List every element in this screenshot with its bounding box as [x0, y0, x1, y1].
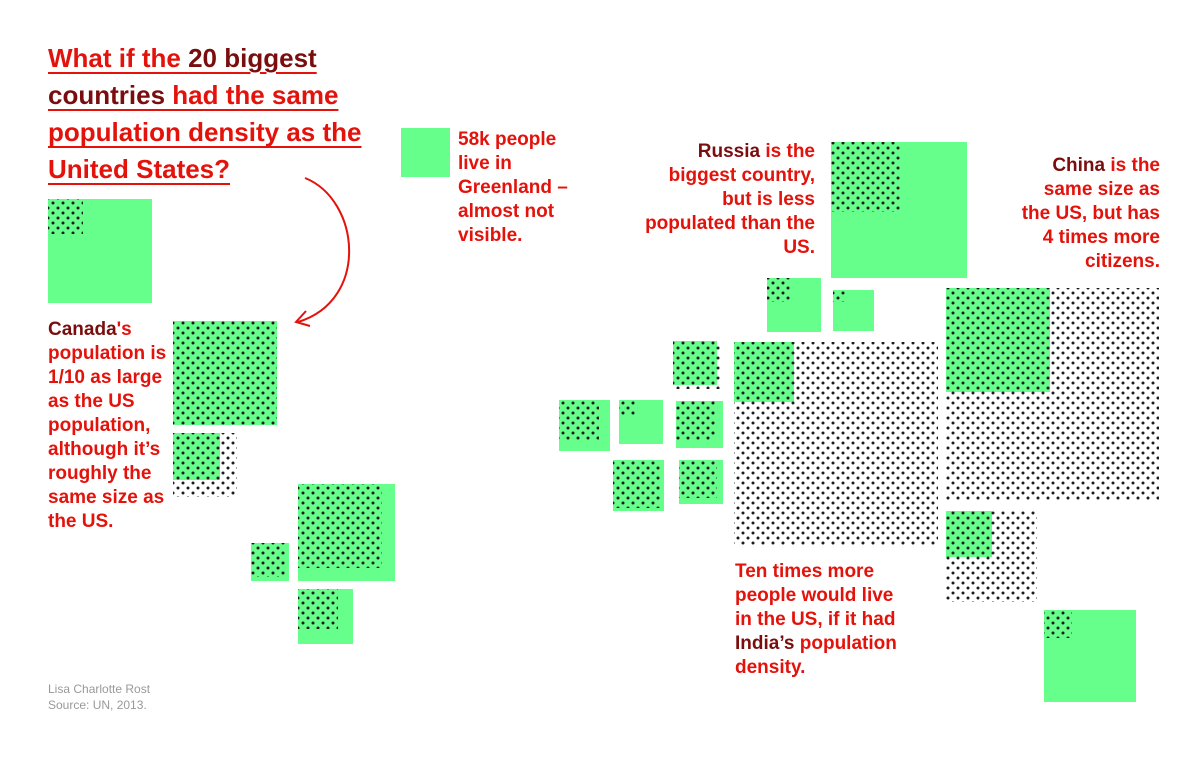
square-canada-population — [48, 199, 83, 234]
russia-text: is the biggest country, but is less popu… — [645, 141, 815, 258]
square-russia — [831, 142, 967, 278]
square-right-11-population — [1044, 610, 1072, 638]
square-greenland — [401, 128, 450, 177]
canada-annotation: Canada's population is 1/10 as large as … — [48, 318, 168, 534]
russia-annotation: Russia is the biggest country, but is le… — [640, 140, 815, 260]
india-annotation: Ten times more people would live in the … — [735, 560, 915, 680]
square-left-2-population — [173, 321, 277, 425]
china-annotation: China is the same size as the US, but ha… — [1020, 154, 1160, 274]
square-right-2-population — [833, 290, 845, 302]
square-right-9-population — [679, 460, 717, 498]
canada-name: Canada — [48, 319, 117, 340]
square-left-6-population — [298, 589, 338, 629]
square-greenland-population — [401, 128, 404, 131]
square-right-9 — [679, 460, 723, 504]
square-left-3 — [173, 433, 237, 497]
credit-source: Source: UN, 2013. — [48, 698, 147, 712]
square-right-8 — [613, 460, 664, 511]
square-left-5-population — [251, 543, 285, 577]
india-text1: Ten times more people would live in the … — [735, 561, 896, 630]
china-text: is the same size as the US, but has 4 ti… — [1021, 155, 1160, 272]
square-right-10 — [946, 511, 1037, 602]
square-canada — [48, 199, 152, 303]
square-russia-population — [831, 142, 901, 212]
title-highlight: 20 biggest countries — [48, 43, 317, 110]
square-right-7 — [676, 401, 723, 448]
square-right-5 — [559, 400, 610, 451]
square-left-6 — [298, 589, 353, 644]
greenland-annotation: 58k people live in Greenland – almost no… — [458, 128, 573, 248]
square-right-6-population — [619, 400, 635, 416]
square-left-5 — [251, 543, 289, 581]
india-name: India’s — [735, 633, 795, 654]
india-text2: population density. — [735, 633, 897, 678]
arrow-head — [294, 310, 311, 327]
square-right-5-population — [559, 400, 599, 440]
square-right-4-population — [734, 342, 938, 546]
arrow-to-canada — [297, 177, 351, 323]
square-china-population — [946, 288, 1159, 501]
title-part2: had the same population density as the U… — [48, 80, 362, 184]
square-left-2 — [173, 321, 277, 425]
square-china — [946, 288, 1159, 501]
square-right-2 — [833, 290, 874, 331]
square-left-4-population — [298, 484, 382, 568]
china-name: China — [1052, 155, 1106, 176]
title: What if the 20 biggest countries had the… — [48, 40, 378, 188]
square-right-8-population — [613, 460, 661, 508]
square-right-6 — [619, 400, 663, 444]
square-right-10-population — [946, 511, 1037, 602]
square-left-3-population — [173, 433, 237, 497]
square-right-4 — [734, 342, 938, 546]
credit: Lisa Charlotte Rost Source: UN, 2013. — [48, 681, 150, 713]
square-right-3-population — [673, 341, 721, 389]
square-right-1 — [767, 278, 821, 332]
title-part1: What if the — [48, 43, 189, 73]
square-right-7-population — [676, 401, 716, 441]
square-left-4 — [298, 484, 395, 581]
square-greenland-area — [401, 128, 450, 177]
square-right-11 — [1044, 610, 1136, 702]
square-right-1-population — [767, 278, 791, 302]
russia-name: Russia — [697, 141, 761, 162]
credit-author: Lisa Charlotte Rost — [48, 682, 151, 696]
square-right-3 — [673, 341, 721, 389]
greenland-text: 58k people live in Greenland – almost no… — [458, 129, 568, 246]
canada-text: 's population is 1/10 as large as the US… — [48, 319, 167, 532]
